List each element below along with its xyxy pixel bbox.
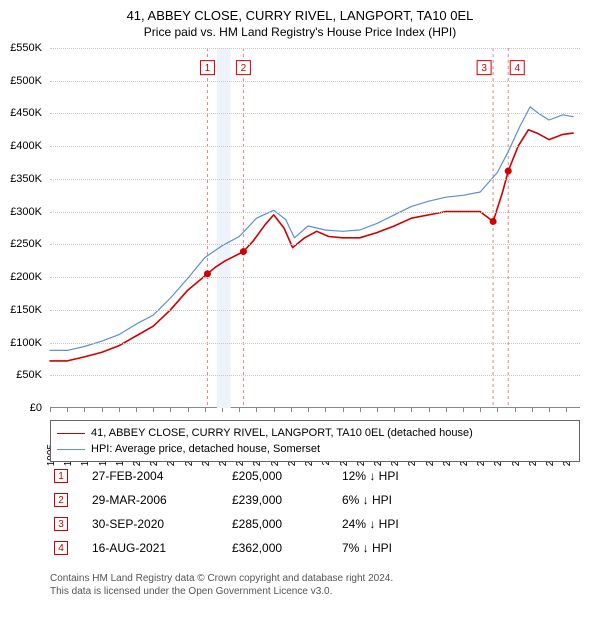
transaction-row: 4 16-AUG-2021£362,0007% ↓ HPI	[50, 536, 580, 560]
transaction-diff: 7% ↓ HPI	[342, 541, 462, 555]
gridline	[50, 113, 580, 114]
y-tick-label: £300K	[10, 206, 42, 218]
transaction-row: 1 27-FEB-2004£205,00012% ↓ HPI	[50, 464, 580, 488]
y-tick-label: £0	[30, 402, 42, 414]
footer-line2: This data is licensed under the Open Gov…	[50, 585, 580, 598]
transaction-diff: 24% ↓ HPI	[342, 517, 462, 531]
transaction-price: £205,000	[232, 469, 342, 483]
footer-line1: Contains HM Land Registry data © Crown c…	[50, 572, 580, 585]
transaction-marker: 2	[54, 493, 68, 507]
legend-label-hpi: HPI: Average price, detached house, Some…	[91, 443, 320, 455]
transaction-marker: 4	[54, 541, 68, 555]
footer-attribution: Contains HM Land Registry data © Crown c…	[50, 572, 580, 598]
chart-titles: 41, ABBEY CLOSE, CURRY RIVEL, LANGPORT, …	[0, 0, 600, 39]
legend-label-subject: 41, ABBEY CLOSE, CURRY RIVEL, LANGPORT, …	[91, 427, 473, 439]
sale-marker-dot	[490, 218, 497, 225]
sale-marker-label: 2	[241, 63, 247, 74]
sale-marker-label: 4	[514, 63, 520, 74]
legend-swatch-hpi	[57, 449, 85, 450]
legend-swatch-subject	[57, 433, 85, 434]
legend-item-subject: 41, ABBEY CLOSE, CURRY RIVEL, LANGPORT, …	[57, 425, 573, 441]
y-tick-label: £350K	[10, 173, 42, 185]
sale-marker-dot	[240, 248, 247, 255]
x-axis: 1995199619971998199920002001200220032004…	[50, 408, 580, 420]
chart-title: 41, ABBEY CLOSE, CURRY RIVEL, LANGPORT, …	[0, 8, 600, 23]
gridline	[50, 212, 580, 213]
sale-marker-dot	[505, 168, 512, 175]
gridline	[50, 310, 580, 311]
transaction-marker: 3	[54, 517, 68, 531]
plot-area: 1 2 3 4	[50, 48, 580, 408]
y-tick-label: £550K	[10, 42, 42, 54]
transaction-row: 3 30-SEP-2020£285,00024% ↓ HPI	[50, 512, 580, 536]
series-hpi	[50, 107, 573, 351]
gridline	[50, 146, 580, 147]
shaded-band	[217, 48, 231, 408]
transaction-diff: 12% ↓ HPI	[342, 469, 462, 483]
y-tick-label: £450K	[10, 107, 42, 119]
chart-container: 41, ABBEY CLOSE, CURRY RIVEL, LANGPORT, …	[0, 0, 600, 620]
y-tick-label: £200K	[10, 271, 42, 283]
sale-marker-label: 1	[205, 63, 211, 74]
gridline	[50, 375, 580, 376]
transaction-price: £362,000	[232, 541, 342, 555]
gridline	[50, 179, 580, 180]
gridline	[50, 81, 580, 82]
transaction-price: £239,000	[232, 493, 342, 507]
y-tick-label: £50K	[16, 369, 42, 381]
transaction-date: 16-AUG-2021	[92, 541, 232, 555]
y-axis: £0£50K£100K£150K£200K£250K£300K£350K£400…	[0, 48, 46, 408]
transaction-date: 30-SEP-2020	[92, 517, 232, 531]
legend-item-hpi: HPI: Average price, detached house, Some…	[57, 441, 573, 457]
transaction-price: £285,000	[232, 517, 342, 531]
gridline	[50, 48, 580, 49]
transaction-marker: 1	[54, 469, 68, 483]
plot-svg: 1 2 3 4	[50, 48, 580, 408]
gridline	[50, 277, 580, 278]
transaction-row: 2 29-MAR-2006£239,0006% ↓ HPI	[50, 488, 580, 512]
y-tick-label: £500K	[10, 75, 42, 87]
y-tick-label: £150K	[10, 304, 42, 316]
gridline	[50, 343, 580, 344]
legend: 41, ABBEY CLOSE, CURRY RIVEL, LANGPORT, …	[50, 420, 580, 462]
transaction-table: 1 27-FEB-2004£205,00012% ↓ HPI 2 29-MAR-200…	[50, 464, 580, 560]
y-tick-label: £250K	[10, 238, 42, 250]
y-tick-label: £400K	[10, 140, 42, 152]
y-tick-label: £100K	[10, 337, 42, 349]
transaction-diff: 6% ↓ HPI	[342, 493, 462, 507]
sale-marker-label: 3	[481, 63, 487, 74]
transaction-date: 29-MAR-2006	[92, 493, 232, 507]
chart-subtitle: Price paid vs. HM Land Registry's House …	[0, 25, 600, 39]
gridline	[50, 244, 580, 245]
transaction-date: 27-FEB-2004	[92, 469, 232, 483]
